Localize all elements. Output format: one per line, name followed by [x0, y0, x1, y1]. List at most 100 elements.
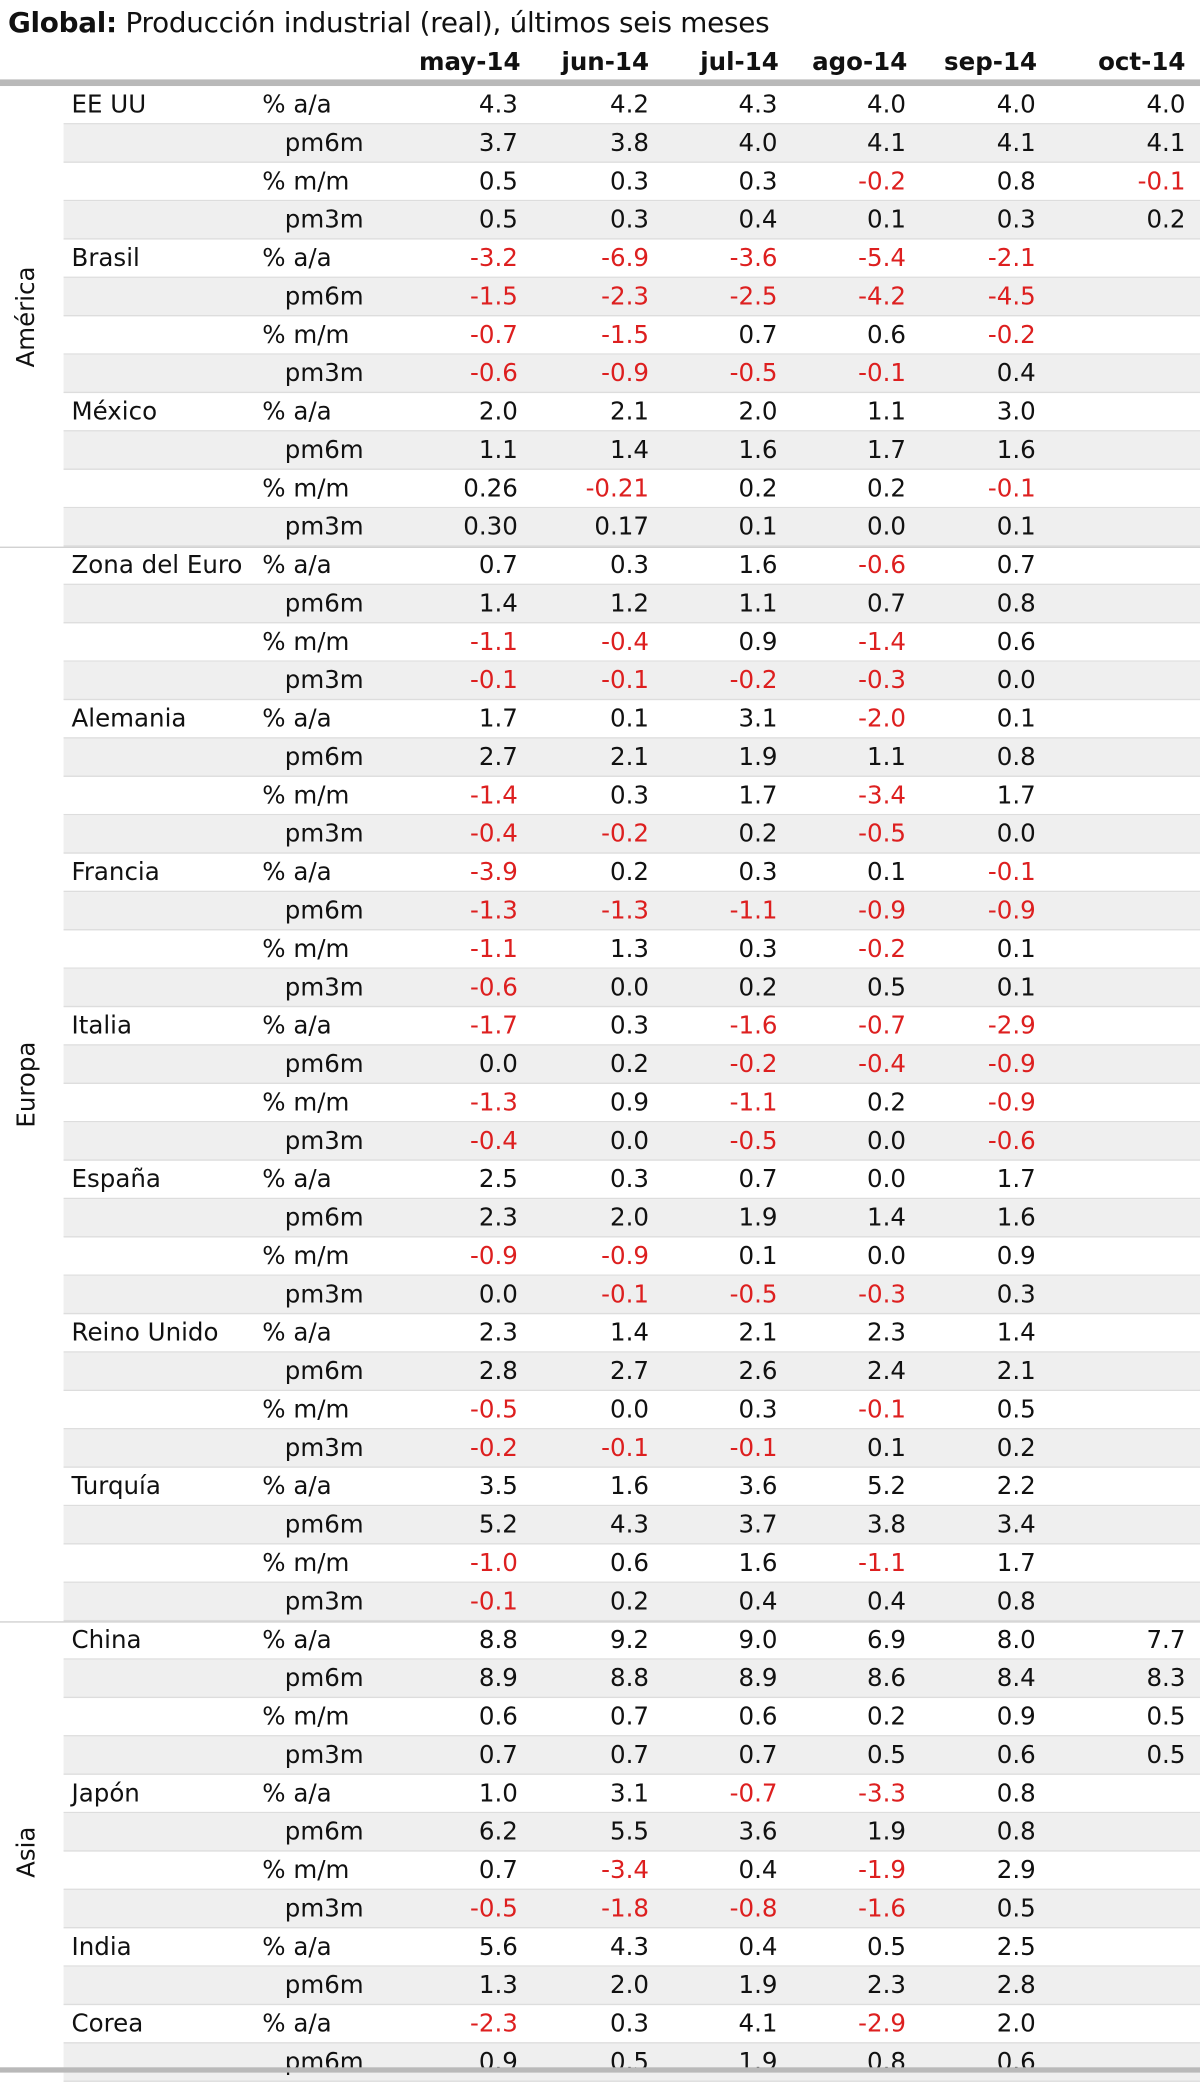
metric-label: % a/a — [262, 1626, 332, 1655]
value-cell: 9.0 — [738, 1626, 778, 1655]
value-cell: 0.2 — [610, 858, 650, 887]
value-cell: -0.1 — [470, 1588, 518, 1616]
value-cell: 2.2 — [996, 1473, 1036, 1501]
value-cell: 8.6 — [866, 1664, 906, 1693]
metric-label: pm3m — [284, 1895, 364, 1924]
metric-label: pm6m — [284, 1972, 364, 2000]
metric-label: pm3m — [284, 1741, 364, 1770]
region-label: Europa — [0, 547, 53, 1622]
value-cell: -1.5 — [601, 321, 650, 350]
value-cell: 4.1 — [738, 2010, 778, 2039]
metric-label: % m/m — [262, 1242, 350, 1271]
metric-label: pm3m — [284, 1281, 364, 1309]
value-cell: 3.6 — [738, 1473, 778, 1501]
table-row: India % a/a 5.6 4.3 0.4 0.5 2.5 — [63, 1928, 1200, 1967]
value-cell: -0.5 — [470, 1396, 518, 1425]
table-row: pm6m 8.9 8.8 8.9 8.6 8.4 8.3 — [63, 1659, 1200, 1699]
value-cell: 7.7 — [1146, 1626, 1186, 1655]
value-cell — [1079, 1890, 1185, 1927]
table-row: pm6m 1.3 2.0 1.9 2.3 2.8 — [63, 1966, 1200, 2006]
value-cell — [1079, 1276, 1185, 1313]
metric-label: pm6m — [284, 743, 364, 772]
value-cell: -0.4 — [470, 820, 518, 849]
metric-label: % m/m — [262, 168, 350, 196]
table-row: Alemania % a/a 1.7 0.1 3.1 -2.0 0.1 — [63, 700, 1200, 739]
value-cell: 2.0 — [610, 1972, 650, 2000]
value-cell: 2.4 — [866, 1357, 906, 1386]
value-cell: 3.5 — [478, 1473, 518, 1501]
value-cell — [1079, 700, 1185, 737]
country-name: Reino Unido — [71, 1319, 219, 1348]
value-cell: 0.2 — [866, 1089, 906, 1118]
value-cell: 0.5 — [866, 974, 906, 1002]
metric-label: pm6m — [284, 1818, 364, 1847]
value-cell — [1079, 1429, 1185, 1466]
region-separator — [0, 1621, 1200, 1623]
value-cell: 1.1 — [866, 743, 906, 772]
value-cell: -5.4 — [858, 244, 906, 273]
value-cell: -1.0 — [470, 1549, 518, 1578]
value-cell — [1079, 1084, 1185, 1121]
value-cell: 0.3 — [610, 168, 650, 196]
metric-label: pm6m — [284, 1204, 364, 1233]
value-cell: 9.2 — [610, 1626, 650, 1655]
value-cell: 1.4 — [996, 1319, 1036, 1348]
value-cell: 0.5 — [996, 1396, 1036, 1425]
value-cell: 0.1 — [996, 705, 1036, 734]
metric-label: % m/m — [262, 1089, 350, 1118]
column-header: oct-14 — [1098, 48, 1186, 77]
value-cell: -0.2 — [858, 935, 906, 964]
table-row: pm6m 2.3 2.0 1.9 1.4 1.6 — [63, 1199, 1200, 1238]
value-cell: 0.2 — [610, 1588, 650, 1616]
value-cell — [1079, 585, 1185, 622]
metric-label: pm3m — [284, 206, 364, 235]
value-cell: 0.5 — [478, 168, 518, 196]
value-cell: -0.7 — [729, 1780, 778, 1808]
value-cell: -0.4 — [858, 1050, 906, 1079]
value-cell: -3.3 — [858, 1780, 906, 1808]
value-cell: 0.2 — [866, 475, 906, 503]
table-row: Reino Unido % a/a 2.3 1.4 2.1 2.3 1.4 — [63, 1314, 1200, 1353]
value-cell: 3.7 — [738, 1511, 778, 1540]
value-cell: -0.1 — [858, 359, 906, 388]
value-cell: 0.6 — [738, 1703, 778, 1732]
value-cell: -0.1 — [601, 667, 650, 695]
value-cell: 3.8 — [610, 129, 650, 158]
table-row: pm6m 6.2 5.5 3.6 1.9 0.8 — [63, 1813, 1200, 1852]
value-cell: 4.0 — [738, 129, 778, 158]
metric-label: % m/m — [262, 475, 350, 503]
value-cell: -0.4 — [601, 628, 650, 657]
value-cell: -3.9 — [470, 858, 518, 887]
value-cell: 0.6 — [478, 1703, 518, 1732]
value-cell: 0.7 — [610, 1741, 650, 1770]
value-cell: 0.2 — [866, 1703, 906, 1732]
value-cell: 1.1 — [478, 436, 518, 465]
value-cell: -0.5 — [858, 820, 906, 849]
value-cell — [1079, 393, 1185, 430]
table-row: % m/m 0.6 0.7 0.6 0.2 0.9 0.5 — [63, 1698, 1200, 1737]
value-cell: -0.1 — [987, 858, 1036, 887]
table-row: pm3m 0.7 0.7 0.7 0.5 0.6 0.5 — [63, 1736, 1200, 1775]
value-cell: 2.7 — [610, 1357, 650, 1386]
value-cell: 0.9 — [478, 2048, 518, 2077]
value-cell: 5.5 — [610, 1818, 650, 1847]
value-cell: 1.7 — [866, 436, 906, 465]
value-cell: 2.3 — [866, 1972, 906, 2000]
value-cell: 4.1 — [996, 129, 1036, 158]
value-cell: 2.3 — [866, 1319, 906, 1348]
value-cell: -0.2 — [729, 1050, 778, 1079]
value-cell: 1.7 — [996, 782, 1036, 810]
value-cell: 0.0 — [610, 974, 650, 1002]
value-cell: 8.0 — [996, 1626, 1036, 1655]
value-cell: 0.5 — [610, 2048, 650, 2077]
value-cell: -0.6 — [470, 359, 518, 388]
value-cell — [1079, 1775, 1185, 1812]
metric-label: % m/m — [262, 1396, 350, 1425]
table-row: pm6m 1.4 1.2 1.1 0.7 0.8 — [63, 584, 1200, 624]
value-cell: -1.6 — [858, 1895, 906, 1924]
value-cell: -3.6 — [729, 244, 778, 273]
value-cell: 0.2 — [1146, 206, 1186, 235]
value-cell: 2.1 — [738, 1319, 778, 1348]
value-cell: 3.6 — [738, 1818, 778, 1847]
table-row: Italia % a/a -1.7 0.3 -1.6 -0.7 -2.9 — [63, 1007, 1200, 1046]
